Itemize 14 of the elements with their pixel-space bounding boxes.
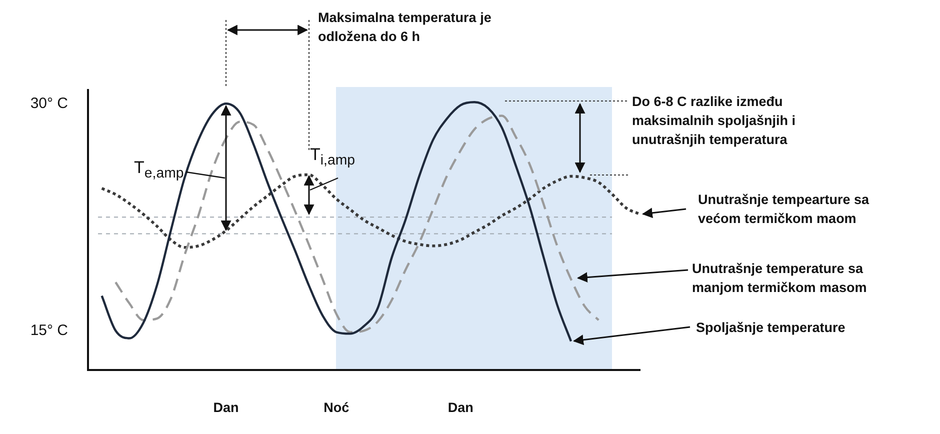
x-tick-label: Dan [213, 400, 239, 415]
line-series [100, 101, 572, 342]
annotation: T$_{i,amp}$ [310, 145, 356, 168]
legend-label: Unutrašnje tempearture sa većom termičkom maom [698, 191, 870, 228]
text: Maksimalna temperatura je odložena do 6 h [318, 9, 492, 46]
text: Unutrašnje temperature sa manjom termičkom masom [692, 260, 868, 297]
x-tick-label: Noć [324, 400, 350, 415]
annotation: Do 6-8 C razlike između maksimalnih spoljašnjih i unutrašnjih temperatura [632, 93, 797, 149]
annotation: T$_{e,amp}$ [134, 158, 185, 182]
y-tick-label: 15° C [30, 322, 68, 339]
text: Spoljašnje temperature [696, 319, 846, 337]
y-tick-label: 30° C [30, 94, 68, 112]
line-series [114, 114, 600, 334]
x-tick-label: Dan [448, 400, 474, 415]
